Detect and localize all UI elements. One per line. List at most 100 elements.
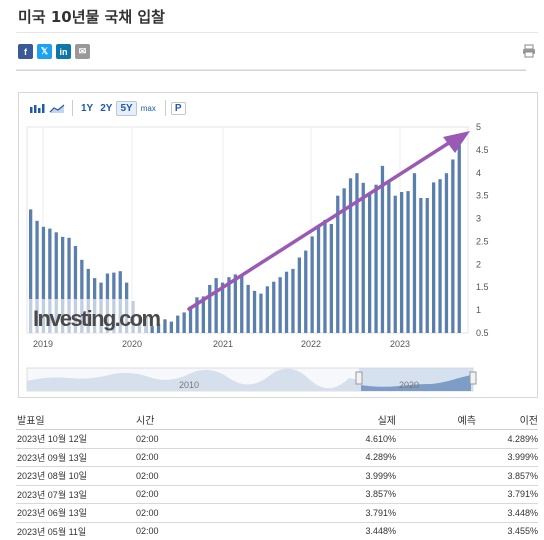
- bar: [387, 181, 391, 333]
- range-max-button[interactable]: max: [140, 103, 156, 113]
- table-row: 2023년 09월 13일 02:00 4.289% 3.999%: [16, 449, 538, 467]
- bar: [393, 195, 397, 333]
- row-previous: 4.289%: [507, 433, 538, 444]
- bar: [29, 209, 33, 333]
- row-date: 2023년 06월 13일: [17, 508, 87, 519]
- bar: [163, 319, 167, 333]
- y-tick-label: 2: [476, 259, 481, 269]
- y-tick-label: 4.5: [476, 145, 489, 155]
- navigator-handle-left: [355, 371, 363, 385]
- bar: [73, 246, 78, 333]
- header-actual[interactable]: 실제: [377, 416, 396, 427]
- bar: [374, 184, 378, 333]
- bar-chart-icon[interactable]: [27, 100, 47, 116]
- navigator-selected-area: [361, 375, 471, 391]
- range-5y-button[interactable]: 5Y: [116, 100, 137, 116]
- row-date: 2023년 08월 10일: [17, 471, 87, 482]
- bar: [316, 226, 321, 333]
- bar: [41, 226, 46, 333]
- email-share-button[interactable]: ✉: [75, 44, 90, 59]
- x-tick-label: 2023: [390, 339, 410, 349]
- chart-toolbar: 1Y 2Y 5Y max P: [27, 99, 186, 117]
- range-2y-button[interactable]: 2Y: [100, 102, 113, 114]
- navigator-label: 2020: [399, 380, 419, 390]
- line-chart-icon[interactable]: [47, 100, 67, 116]
- row-date: 2023년 05월 11일: [17, 526, 87, 537]
- share-divider: [16, 69, 526, 71]
- y-tick-label: 5: [476, 122, 481, 132]
- toolbar-divider: [72, 100, 73, 116]
- bar: [348, 178, 353, 333]
- bar: [265, 286, 269, 333]
- bar: [342, 188, 346, 333]
- facebook-share-button[interactable]: f: [18, 44, 33, 59]
- bar: [368, 193, 372, 333]
- chart-container: 1Y 2Y 5Y max P 2019 2020 2021 2022 2023 0.5 1 1…: [18, 92, 538, 398]
- y-tick-label: 3: [476, 214, 481, 224]
- trend-arrow-line: [187, 137, 457, 311]
- watermark-backdrop: [29, 299, 147, 333]
- y-tick-label: 0.5: [476, 328, 489, 338]
- row-date: 2023년 07월 13일: [17, 489, 87, 500]
- bar: [182, 312, 186, 333]
- row-actual: 3.999%: [365, 470, 396, 481]
- row-time: 02:00: [136, 526, 159, 537]
- row-time: 02:00: [136, 433, 159, 444]
- y-tick-label: 1: [476, 305, 481, 315]
- table-row: 2023년 10월 12일 02:00 4.610% 4.289%: [16, 430, 538, 449]
- navigator-handle-right: [469, 371, 477, 385]
- p-button[interactable]: P: [170, 101, 186, 115]
- bar: [80, 259, 84, 333]
- bar: [61, 236, 65, 333]
- bar: [169, 321, 173, 333]
- row-actual: 4.610%: [365, 433, 396, 444]
- bar: [259, 293, 263, 333]
- row-date: 2023년 09월 13일: [17, 452, 87, 463]
- table-row: 2023년 07월 13일 02:00 3.857% 3.791%: [16, 486, 538, 504]
- bar: [355, 173, 359, 333]
- history-table: 발표일 시간 실제 예측 이전 2023년 10월 12일 02:00 4.61…: [16, 410, 538, 540]
- table-row: 2023년 05월 11일 02:00 3.448% 3.455%: [16, 523, 538, 540]
- bar: [304, 250, 308, 333]
- bar: [297, 257, 301, 333]
- row-previous: 3.455%: [507, 526, 538, 537]
- bar: [188, 306, 193, 333]
- header-previous[interactable]: 이전: [519, 416, 538, 427]
- bar: [457, 144, 461, 333]
- x-tick-label: 2022: [301, 339, 321, 349]
- row-previous: 3.857%: [507, 470, 538, 481]
- row-date: 2023년 10월 12일: [17, 434, 87, 445]
- bar: [208, 284, 212, 333]
- bar: [438, 179, 442, 333]
- bar: [156, 323, 161, 333]
- bar: [220, 282, 225, 333]
- printer-icon[interactable]: [522, 44, 536, 58]
- bar: [451, 159, 455, 333]
- header-date[interactable]: 발표일: [17, 416, 45, 427]
- bar: [400, 192, 404, 333]
- row-actual: 3.791%: [365, 507, 396, 518]
- bar: [272, 281, 276, 333]
- row-time: 02:00: [136, 489, 159, 500]
- row-previous: 3.999%: [507, 452, 538, 463]
- page-title: 미국 10년물 국채 입찰: [18, 8, 165, 26]
- table-row: 2023년 06월 13일 02:00 3.791% 3.448%: [16, 504, 538, 523]
- bar: [227, 277, 231, 333]
- bar: [214, 278, 218, 333]
- y-tick-label: 4: [476, 168, 481, 178]
- bar-chart: 2019 2020 2021 2022 2023 0.5 1 1.5 2 2.5 3 3.5 4 4.5 5…: [26, 122, 489, 392]
- header-time[interactable]: 시간: [136, 416, 155, 427]
- bar: [67, 237, 71, 333]
- bar: [329, 224, 333, 333]
- bar: [195, 297, 199, 333]
- twitter-share-button[interactable]: 𝕏: [37, 44, 52, 59]
- table-header: 발표일 시간 실제 예측 이전: [16, 410, 538, 430]
- range-1y-button[interactable]: 1Y: [81, 102, 94, 114]
- bar: [240, 275, 244, 333]
- bar: [336, 195, 340, 333]
- bar: [54, 232, 58, 333]
- header-forecast[interactable]: 예측: [457, 416, 476, 427]
- y-tick-label: 3.5: [476, 191, 489, 201]
- linkedin-share-button[interactable]: in: [56, 44, 71, 59]
- bar: [380, 165, 385, 333]
